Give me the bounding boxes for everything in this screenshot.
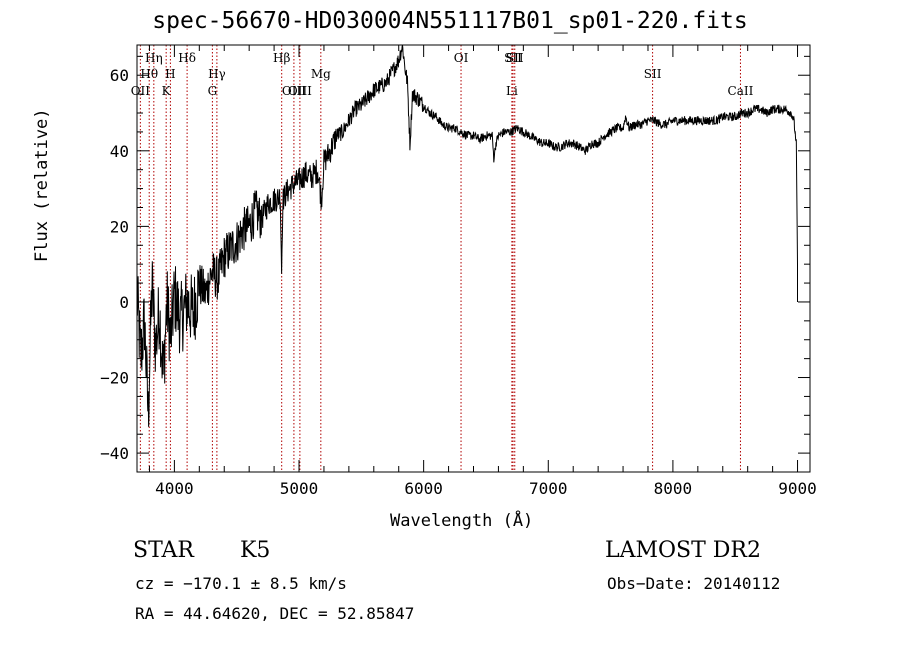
line-marker-label: Li (506, 84, 518, 98)
line-marker-label: H (165, 67, 175, 81)
y-tick-label: 20 (110, 217, 129, 236)
line-marker-label: SII (644, 67, 662, 81)
line-marker-label: Hθ (140, 67, 158, 81)
line-marker-label: OIII (288, 84, 312, 98)
emission-line-markers: OIIHθHηKHHδGHγHβOIIIOIIIMgOILiSIISIISIIC… (131, 45, 754, 472)
line-marker-label: G (208, 84, 218, 98)
y-tick-label: 40 (110, 142, 129, 161)
survey-label: LAMOST DR2 (605, 538, 761, 563)
y-tick-label: 60 (110, 66, 129, 85)
plot-axes (136, 44, 811, 473)
spectral-type-label: K5 (240, 538, 271, 563)
y-tick-label: 0 (119, 293, 129, 312)
redshift-text: cz = −170.1 ± 8.5 km/s (135, 574, 347, 593)
line-marker-label: OII (131, 84, 151, 98)
line-marker-label: Hη (145, 51, 163, 65)
line-marker-label: SII (504, 51, 522, 65)
spectrum-series (136, 44, 798, 427)
line-marker-label: K (162, 84, 172, 98)
line-marker-label: CaII (728, 84, 754, 98)
x-tick-label: 8000 (654, 479, 693, 498)
x-tick-label: 5000 (280, 479, 319, 498)
x-tick-label: 9000 (778, 479, 817, 498)
x-tick-label: 6000 (404, 479, 443, 498)
y-axis-label: Flux (relative) (32, 108, 52, 262)
line-marker-label: Hδ (178, 51, 196, 65)
x-tick-label: 7000 (529, 479, 568, 498)
x-axis-label: Wavelength (Å) (390, 511, 534, 531)
line-marker-label: SII (506, 51, 524, 65)
x-tick-label: 4000 (155, 479, 194, 498)
obs-date-text: Obs−Date: 20140112 (607, 574, 781, 593)
y-tick-label: −40 (100, 444, 129, 463)
y-tick-label: −20 (100, 369, 129, 388)
tick-labels: 4000 5000 6000 7000 8000 9000 −40 −20 0 20 40 60 (100, 66, 817, 498)
line-marker-label: Mg (311, 67, 331, 81)
line-marker-label: OI (454, 51, 469, 65)
line-marker-label: Hβ (273, 51, 290, 65)
ra-dec-text: RA = 44.64620, DEC = 52.85847 (135, 604, 415, 623)
spectrum-line (136, 44, 798, 427)
object-class-label: STAR (133, 538, 194, 563)
line-marker-label: Hγ (208, 67, 226, 81)
chart-title: spec-56670-HD030004N551117B01_sp01-220.f… (152, 8, 748, 34)
